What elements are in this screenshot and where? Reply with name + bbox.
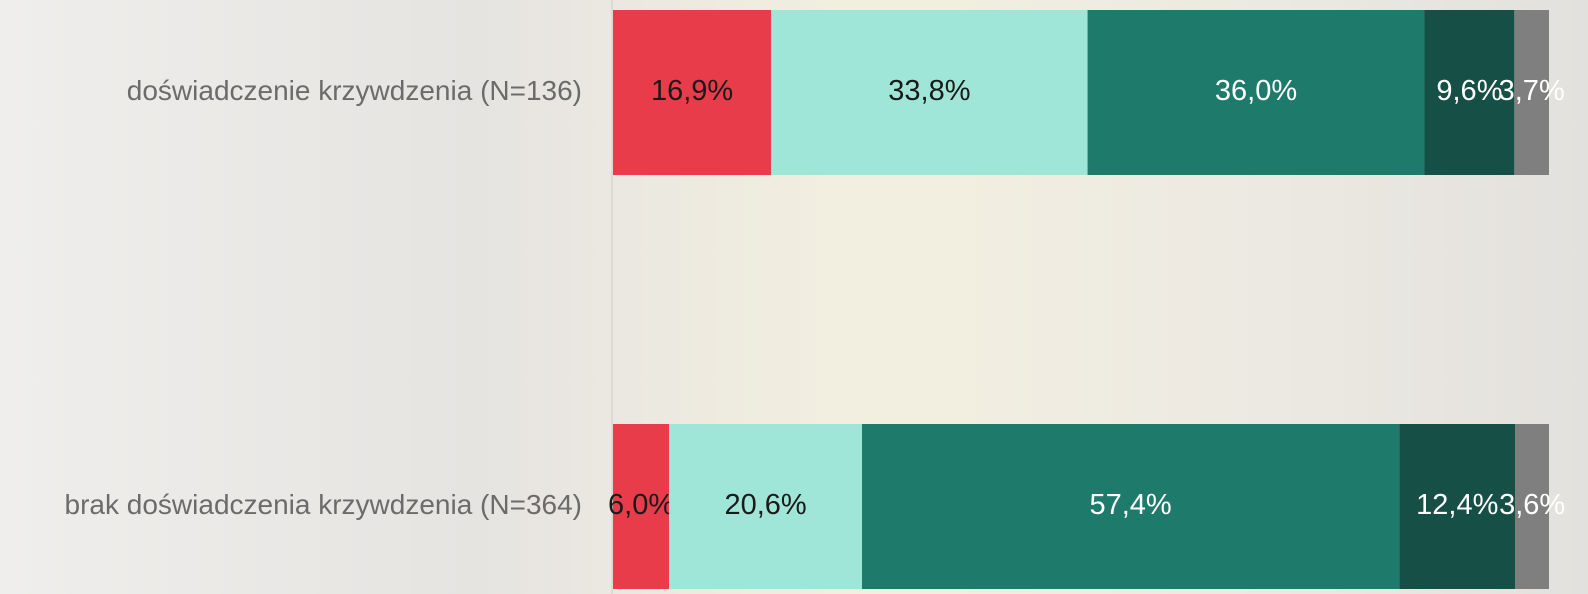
value-label: 9,6% [1436,75,1502,107]
bar-segment [1514,10,1549,175]
value-label: 3,6% [1499,489,1565,521]
value-label: 3,7% [1499,75,1565,107]
value-label: 57,4% [1089,489,1171,521]
value-label: 36,0% [1215,75,1297,107]
bar-segment [1087,10,1425,175]
bar-segment [613,10,772,175]
value-label: 6,0% [608,489,674,521]
category-label: brak doświadczenia krzywdzenia (N=364) [65,489,582,520]
bar-segment [1424,10,1515,175]
value-label: 12,4% [1416,489,1498,521]
bar-segment [861,424,1400,589]
bar-segment [613,424,670,589]
value-label: 20,6% [724,489,806,521]
category-label: doświadczenie krzywdzenia (N=136) [127,75,582,106]
bar-segment [1515,424,1549,589]
bar-segment [771,10,1088,175]
bar-segment [1399,424,1516,589]
value-label: 16,9% [651,75,733,107]
bar-segment [669,424,862,589]
value-label: 33,8% [888,75,970,107]
